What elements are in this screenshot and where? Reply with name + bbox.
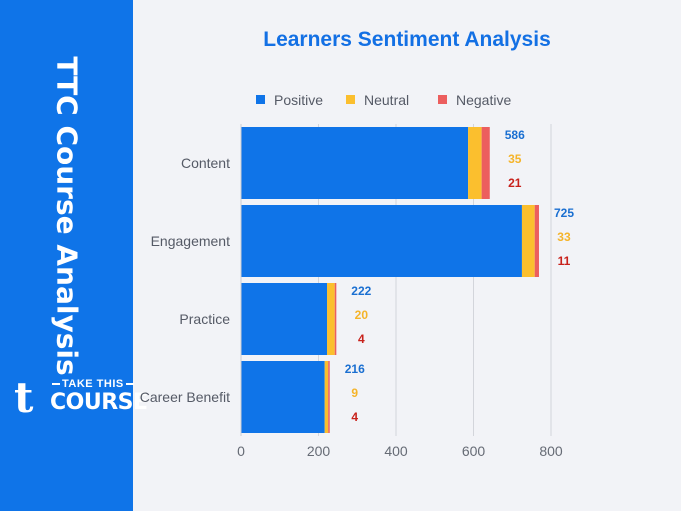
logo-top-text: TAKE THIS: [50, 378, 136, 390]
bar-practice-positive: [241, 283, 328, 355]
data-label-practice-positive: 222: [351, 284, 371, 298]
x-tick-label-400: 400: [384, 443, 408, 459]
bar-career-benefit-negative: [328, 361, 330, 433]
logo-top-label: TAKE THIS: [62, 378, 124, 390]
legend-item-negative: Negative: [438, 92, 511, 108]
data-label-practice-negative: 4: [358, 332, 365, 346]
bar-career-benefit-positive: [241, 361, 325, 433]
bar-practice-neutral: [327, 283, 335, 355]
category-label-practice: Practice: [179, 311, 230, 327]
bar-career-benefit-neutral: [324, 361, 329, 433]
bar-engagement-negative: [534, 205, 539, 277]
bar-practice-negative: [334, 283, 337, 355]
bar-engagement-neutral: [521, 205, 535, 277]
legend-swatch-positive: [256, 95, 265, 104]
category-label-engagement: Engagement: [151, 233, 231, 249]
bar-content-negative: [481, 127, 490, 199]
data-label-engagement-positive: 725: [554, 206, 574, 220]
legend-item-neutral: Neutral: [346, 92, 409, 108]
bar-engagement-positive: [241, 205, 522, 277]
data-label-practice-neutral: 20: [355, 308, 369, 322]
legend-swatch-neutral: [346, 95, 355, 104]
data-label-content-neutral: 35: [508, 152, 522, 166]
x-tick-label-800: 800: [539, 443, 563, 459]
data-label-content-negative: 21: [508, 176, 522, 190]
data-label-career-benefit-positive: 216: [345, 362, 365, 376]
take-this-course-logo: t TAKE THIS COURSE: [14, 373, 148, 424]
data-label-career-benefit-negative: 4: [351, 410, 358, 424]
x-tick-label-600: 600: [462, 443, 486, 459]
x-tick-label-0: 0: [237, 443, 245, 459]
data-label-content-positive: 586: [505, 128, 525, 142]
legend-label-positive: Positive: [274, 92, 324, 108]
data-label-career-benefit-neutral: 9: [351, 386, 358, 400]
x-tick-label-200: 200: [307, 443, 331, 459]
data-label-engagement-negative: 11: [558, 254, 571, 268]
sidebar: TTC Course Analysis t TAKE THIS COURSE: [0, 0, 148, 511]
legend-label-negative: Negative: [456, 92, 512, 108]
chart-title: Learners Sentiment Analysis: [263, 28, 551, 51]
legend-label-neutral: Neutral: [364, 92, 410, 108]
legend-swatch-negative: [438, 95, 447, 104]
logo-bottom-text: COURSE: [50, 390, 148, 415]
legend-item-positive: Positive: [256, 92, 323, 108]
bar-content-positive: [241, 127, 469, 199]
data-label-engagement-neutral: 33: [557, 230, 571, 244]
category-label-content: Content: [181, 155, 230, 171]
bar-content-neutral: [468, 127, 482, 199]
logo-t-icon: t: [14, 373, 34, 422]
category-label-career-benefit: Career Benefit: [140, 389, 230, 405]
